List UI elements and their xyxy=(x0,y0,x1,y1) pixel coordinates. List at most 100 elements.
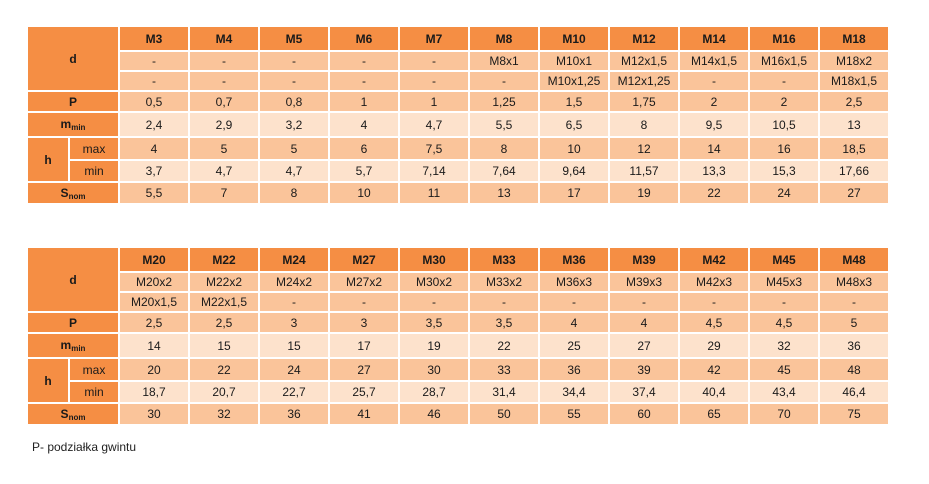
fine-thread-1-cell: - xyxy=(330,52,400,72)
h-max-cell: 18,5 xyxy=(820,138,890,161)
pitch-cell: 4,5 xyxy=(680,313,750,334)
size-header: M22 xyxy=(190,248,260,273)
fine-thread-1-cell: M10x1 xyxy=(540,52,610,72)
fine-thread-1-cell: M20x2 xyxy=(120,273,190,293)
s-nom-cell: 19 xyxy=(610,183,680,205)
fine-thread-2-cell: M20x1,5 xyxy=(120,293,190,313)
fine-thread-2-cell: - xyxy=(120,72,190,92)
h-min-cell: 17,66 xyxy=(820,161,890,183)
h-max-cell: 6 xyxy=(330,138,400,161)
fine-thread-1-cell: M24x2 xyxy=(260,273,330,293)
fine-thread-1-cell: M18x2 xyxy=(820,52,890,72)
fine-thread-1-cell: M16x1,5 xyxy=(750,52,820,72)
size-header: M33 xyxy=(470,248,540,273)
fine-thread-1-cell: M27x2 xyxy=(330,273,400,293)
h-max-cell: 39 xyxy=(610,359,680,382)
h-max-cell: 8 xyxy=(470,138,540,161)
pitch-cell: 4,5 xyxy=(750,313,820,334)
row-label-m-min: mmin xyxy=(28,334,120,359)
h-min-cell: 5,7 xyxy=(330,161,400,183)
pitch-cell: 5 xyxy=(820,313,890,334)
h-min-cell: 43,4 xyxy=(750,382,820,404)
size-header: M4 xyxy=(190,27,260,52)
h-min-cell: 22,7 xyxy=(260,382,330,404)
h-max-cell: 27 xyxy=(330,359,400,382)
size-header: M48 xyxy=(820,248,890,273)
m-min-cell: 14 xyxy=(120,334,190,359)
h-min-cell: 18,7 xyxy=(120,382,190,404)
fine-thread-1-cell: - xyxy=(120,52,190,72)
thread-table-large: d M20 M22 M24 M27 M30 M33 M36 M39 M42 M45 M48 M20x… xyxy=(28,248,890,426)
pitch-cell: 1,5 xyxy=(540,92,610,113)
fine-thread-2-cell: - xyxy=(540,293,610,313)
fine-thread-2-cell: - xyxy=(400,293,470,313)
m-min-cell: 17 xyxy=(330,334,400,359)
pitch-cell: 2,5 xyxy=(820,92,890,113)
pitch-cell: 4 xyxy=(610,313,680,334)
h-max-cell: 30 xyxy=(400,359,470,382)
m-min-cell: 15 xyxy=(190,334,260,359)
pitch-cell: 1,75 xyxy=(610,92,680,113)
h-min-cell: 37,4 xyxy=(610,382,680,404)
s-nom-cell: 11 xyxy=(400,183,470,205)
h-max-cell: 24 xyxy=(260,359,330,382)
size-header: M10 xyxy=(540,27,610,52)
m-min-cell: 2,4 xyxy=(120,113,190,138)
size-header: M45 xyxy=(750,248,820,273)
s-nom-cell: 8 xyxy=(260,183,330,205)
m-min-cell: 19 xyxy=(400,334,470,359)
m-min-cell: 15 xyxy=(260,334,330,359)
row-label-h: h xyxy=(28,359,70,404)
pitch-cell: 2 xyxy=(750,92,820,113)
h-max-cell: 42 xyxy=(680,359,750,382)
h-min-cell: 25,7 xyxy=(330,382,400,404)
pitch-cell: 0,5 xyxy=(120,92,190,113)
size-header: M14 xyxy=(680,27,750,52)
pitch-cell: 2,5 xyxy=(120,313,190,334)
fine-thread-2-cell: - xyxy=(260,72,330,92)
m-min-cell: 8 xyxy=(610,113,680,138)
fine-thread-2-cell: M12x1,25 xyxy=(610,72,680,92)
pitch-cell: 3,5 xyxy=(400,313,470,334)
h-max-cell: 45 xyxy=(750,359,820,382)
row-label-m-min: mmin xyxy=(28,113,120,138)
s-nom-cell: 36 xyxy=(260,404,330,426)
h-min-cell: 28,7 xyxy=(400,382,470,404)
s-nom-cell: 22 xyxy=(680,183,750,205)
h-min-cell: 3,7 xyxy=(120,161,190,183)
row-label-h-min: min xyxy=(70,161,120,183)
fine-thread-1-cell: - xyxy=(190,52,260,72)
m-min-cell: 6,5 xyxy=(540,113,610,138)
fine-thread-2-cell: - xyxy=(820,293,890,313)
size-header: M5 xyxy=(260,27,330,52)
footnote: P- podziałka gwintu xyxy=(32,440,137,454)
pitch-cell: 4 xyxy=(540,313,610,334)
size-header: M3 xyxy=(120,27,190,52)
h-min-cell: 13,3 xyxy=(680,161,750,183)
s-nom-cell: 60 xyxy=(610,404,680,426)
h-min-cell: 4,7 xyxy=(260,161,330,183)
pitch-cell: 2,5 xyxy=(190,313,260,334)
fine-thread-1-cell: M42x3 xyxy=(680,273,750,293)
h-min-cell: 15,3 xyxy=(750,161,820,183)
m-min-cell: 5,5 xyxy=(470,113,540,138)
fine-thread-1-cell: M14x1,5 xyxy=(680,52,750,72)
row-label-s-nom: Snom xyxy=(28,404,120,426)
fine-thread-1-cell: - xyxy=(400,52,470,72)
h-max-cell: 10 xyxy=(540,138,610,161)
fine-thread-2-cell: - xyxy=(750,72,820,92)
fine-thread-1-cell: M12x1,5 xyxy=(610,52,680,72)
h-min-cell: 34,4 xyxy=(540,382,610,404)
h-max-cell: 22 xyxy=(190,359,260,382)
m-min-cell: 13 xyxy=(820,113,890,138)
h-max-cell: 16 xyxy=(750,138,820,161)
size-header: M30 xyxy=(400,248,470,273)
h-min-cell: 46,4 xyxy=(820,382,890,404)
m-min-cell: 9,5 xyxy=(680,113,750,138)
s-nom-cell: 24 xyxy=(750,183,820,205)
thread-table-small: d M3 M4 M5 M6 M7 M8 M10 M12 M14 M16 M18 - - - - - M8x1 M… xyxy=(28,27,890,205)
h-min-cell: 11,57 xyxy=(610,161,680,183)
row-label-d: d xyxy=(28,248,120,313)
pitch-cell: 3,5 xyxy=(470,313,540,334)
fine-thread-2-cell: - xyxy=(190,72,260,92)
